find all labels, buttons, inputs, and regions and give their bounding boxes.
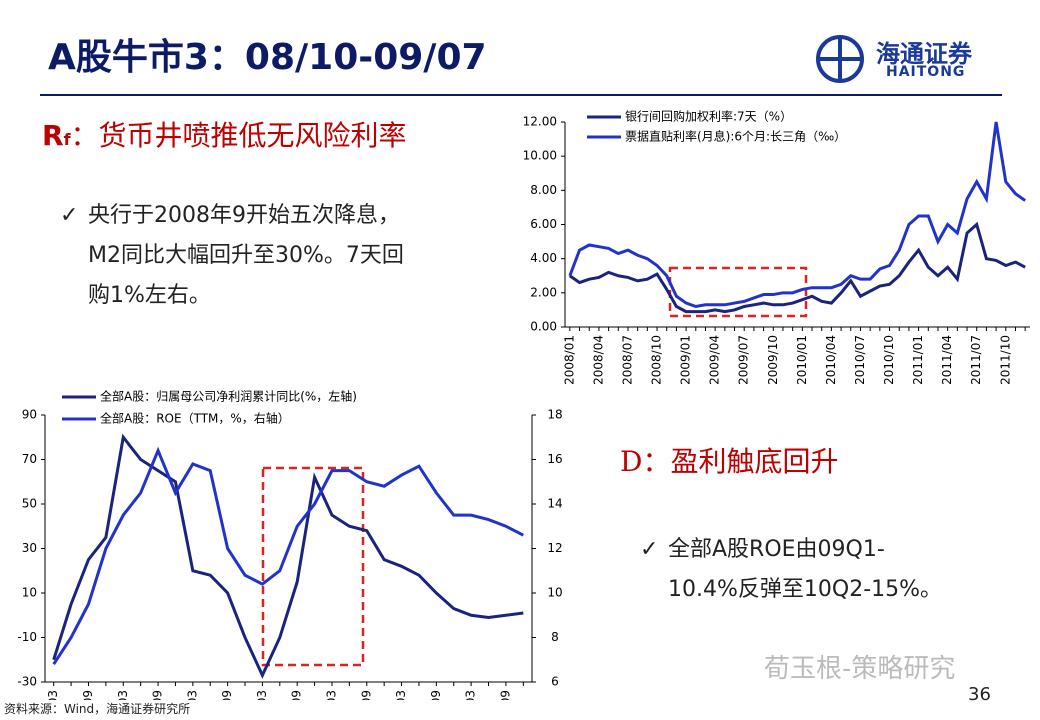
x-tick-label: 2006/09 — [81, 690, 95, 700]
x-tick-label: 2011/09 — [429, 690, 443, 700]
legend-label: 票据直贴利率(月息):6个月:长三角（‰） — [625, 129, 846, 144]
y-tick-label: -10 — [17, 630, 37, 644]
y-tick-label: 10 — [22, 586, 37, 600]
series-line — [52, 446, 524, 666]
x-tick-label: 2008/10 — [650, 335, 664, 385]
x-tick-label: 2009/07 — [737, 335, 751, 385]
legend-label: 银行间回购加权利率:7天（%） — [625, 109, 792, 124]
y-tick-label: 90 — [22, 408, 37, 422]
logo-en: HAITONG — [886, 64, 966, 80]
x-tick-label: 2011/01 — [911, 335, 925, 385]
bullet-1: 央行于2008年9开始五次降息， M2同比大幅回升至30%。7天回 购1%左右。 — [88, 196, 404, 316]
bullet-line: M2同比大幅回升至30%。7天回 — [88, 243, 404, 268]
bullet-2: 全部A股ROE由09Q1- 10.4%反弹至10Q2-15%。 — [668, 530, 942, 610]
bullet-mark: ✓ — [60, 203, 79, 228]
bullet-mark: ✓ — [640, 537, 659, 562]
x-tick-label: 2010/10 — [882, 335, 896, 385]
x-tick-label: 2009/01 — [679, 335, 693, 385]
x-tick-label: 2011/04 — [940, 335, 954, 385]
legend-label: 全部A股：ROE（TTM，%，右轴） — [100, 411, 290, 426]
y-tick-label: 6.00 — [530, 217, 557, 231]
y-tick-label: 70 — [22, 452, 37, 466]
y-tick-label: 12.00 — [523, 115, 557, 129]
y-tick-label: 6 — [551, 675, 559, 689]
rf-heading: Rf：货币井喷推低无风险利率 — [42, 114, 407, 154]
x-tick-label: 2010/01 — [795, 335, 809, 385]
y-tick-label: 14 — [547, 497, 562, 511]
y-tick-label: 50 — [22, 497, 37, 511]
x-tick-label: 2008/09 — [220, 690, 234, 700]
x-tick-label: 2009/09 — [290, 690, 304, 700]
page-number: 36 — [968, 684, 991, 705]
y-tick-label: -30 — [17, 675, 37, 689]
x-tick-label: 2008/03 — [185, 690, 199, 700]
series-line — [52, 433, 524, 679]
rf-subscript: f — [63, 130, 71, 149]
x-tick-label: 2009/03 — [255, 690, 269, 700]
x-tick-label: 2012/09 — [498, 690, 512, 700]
y-tick-label: 4.00 — [530, 251, 557, 265]
y-tick-label: 18 — [547, 408, 562, 422]
y-tick-label: 0.00 — [530, 320, 557, 334]
x-tick-label: 2010/09 — [359, 690, 373, 700]
x-tick-label: 2007/09 — [151, 690, 165, 700]
x-tick-label: 2007/03 — [116, 690, 130, 700]
highlight-box — [668, 266, 808, 318]
series-line — [568, 221, 1026, 314]
chart: -30 -10 10 30 50 70 90 6 8 10 12 14 16 18 2006/03 2006/… — [17, 389, 562, 701]
bullet-line: 全部A股ROE由09Q1- — [668, 537, 885, 562]
slide-title: A股牛市3：08/10-09/07 — [48, 37, 487, 78]
y-tick-label: 2.00 — [530, 285, 557, 299]
bullet-line: 央行于2008年9开始五次降息， — [88, 203, 400, 228]
title-rule — [40, 94, 1002, 96]
x-tick-label: 2008/01 — [562, 335, 576, 385]
source: 资料来源：Wind，海通证券研究所 — [4, 702, 191, 716]
x-tick-label: 2011/10 — [998, 335, 1012, 385]
x-tick-label: 2011/03 — [394, 690, 408, 700]
x-tick-label: 2008/04 — [591, 335, 605, 385]
watermark: 荀玉根-策略研究 — [764, 654, 956, 684]
x-tick-label: 2010/04 — [824, 335, 838, 385]
rf-text: ：货币井喷推低无风险利率 — [70, 119, 407, 152]
chart: 0.00 2.00 4.00 6.00 8.00 10.00 12.00 2008/01 200… — [523, 109, 1030, 385]
x-tick-label: 2010/03 — [324, 690, 338, 700]
d-heading: D：盈利触底回升 — [620, 445, 839, 478]
x-tick-label: 2011/07 — [969, 335, 983, 385]
x-tick-label: 2009/04 — [708, 335, 722, 385]
y-tick-label: 30 — [22, 541, 37, 555]
y-tick-label: 8 — [551, 630, 559, 644]
highlight-box — [261, 466, 365, 667]
legend-label: 全部A股：归属母公司净利润累计同比(%，左轴) — [100, 389, 357, 404]
x-tick-label: 2006/03 — [46, 690, 60, 700]
logo-icon — [816, 35, 864, 83]
y-tick-label: 12 — [547, 541, 562, 555]
y-tick-label: 8.00 — [530, 183, 557, 197]
x-tick-label: 2012/03 — [464, 690, 478, 700]
series-line — [568, 121, 1027, 309]
x-tick-label: 2008/07 — [620, 335, 634, 385]
bullet-line: 购1%左右。 — [88, 283, 211, 308]
y-tick-label: 10.00 — [523, 149, 557, 163]
logo-cn: 海通证券 — [876, 40, 972, 68]
x-tick-label: 2010/07 — [853, 335, 867, 385]
x-tick-label: 2009/10 — [766, 335, 780, 385]
y-tick-label: 10 — [547, 586, 562, 600]
bullet-line: 10.4%反弹至10Q2-15%。 — [668, 577, 943, 602]
rf-symbol: R — [42, 119, 64, 152]
y-tick-label: 16 — [547, 452, 562, 466]
